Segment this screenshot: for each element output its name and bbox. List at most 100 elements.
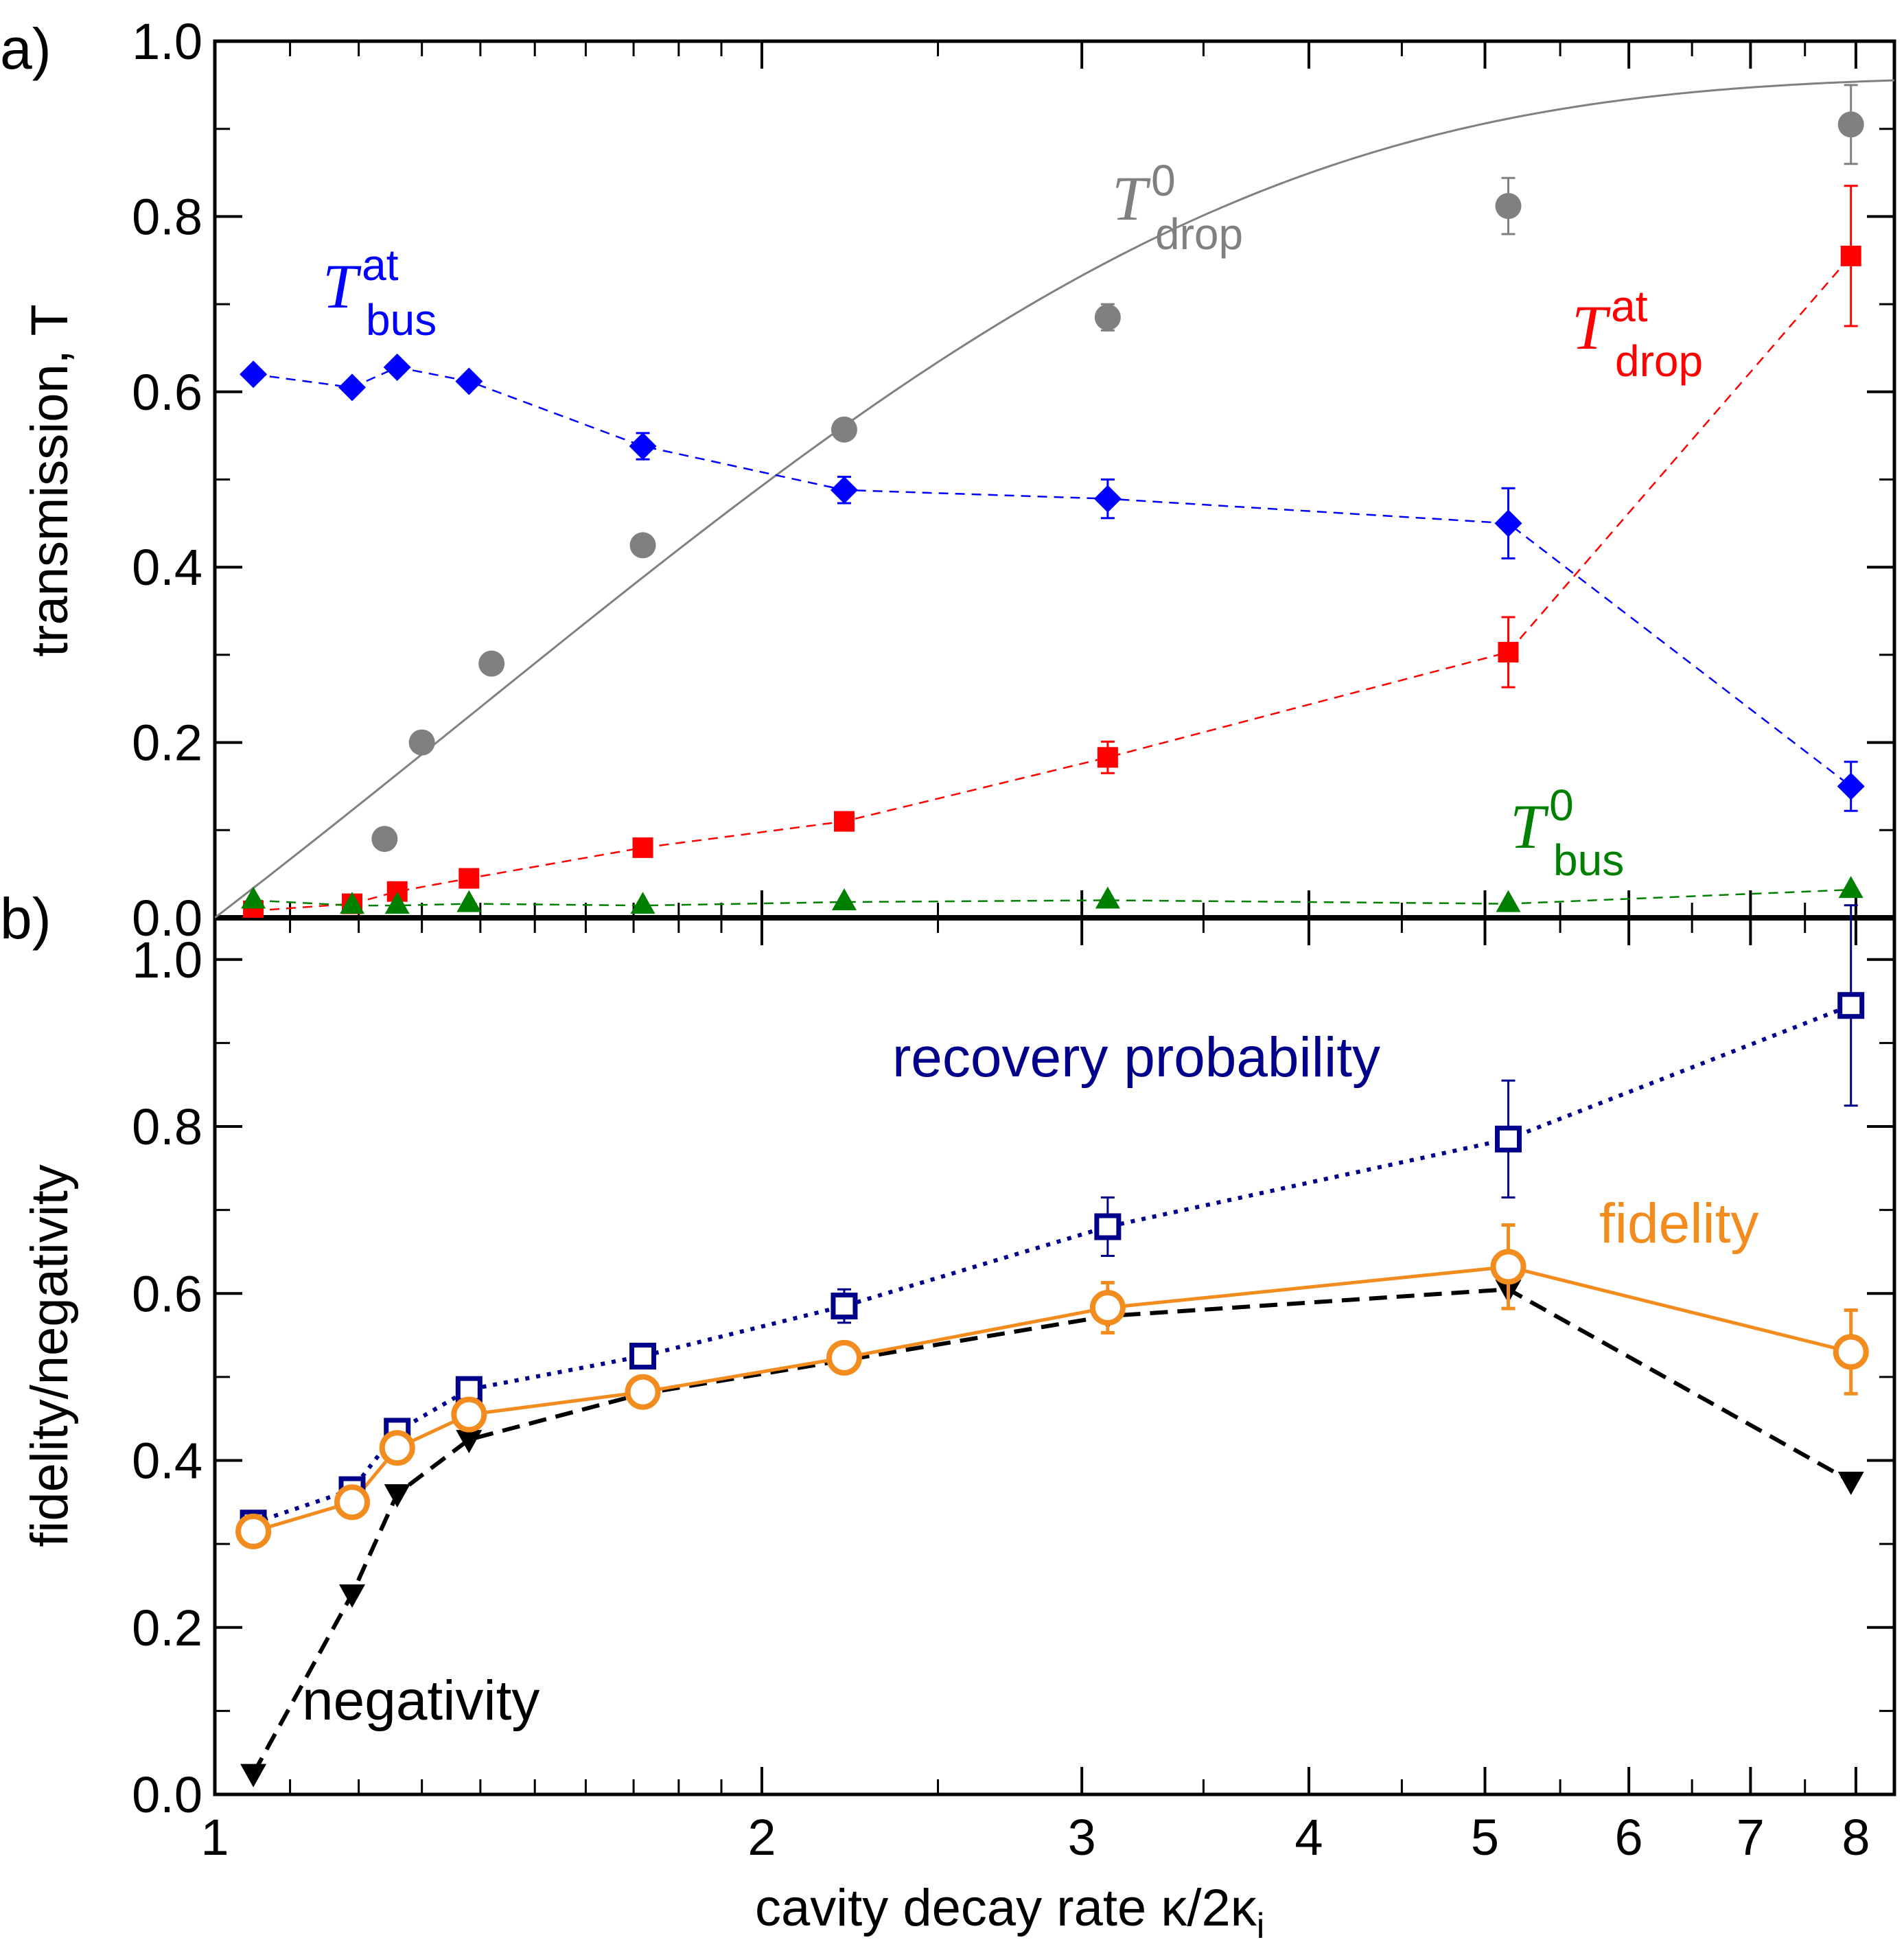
fidelity-point xyxy=(334,1484,371,1521)
x-axis-label: cavity decay rate κ/2κi xyxy=(755,1879,1264,1942)
t0bus-point xyxy=(456,890,482,912)
tatdrop-point xyxy=(1097,747,1118,768)
label-tatbus-main: T xyxy=(323,251,362,321)
panel-b-ytick-label: 0.6 xyxy=(132,1265,202,1322)
t0bus-point xyxy=(1095,886,1120,909)
x-tick-label: 4 xyxy=(1295,1809,1323,1866)
label-t0drop-main: T xyxy=(1112,163,1151,233)
fidelity-line xyxy=(253,1264,1852,1534)
t0drop-point xyxy=(1837,111,1864,138)
tatbus-point xyxy=(338,373,367,402)
label-negativity: negativity xyxy=(302,1669,539,1732)
tatbus-point xyxy=(1494,509,1522,537)
tatbus-point xyxy=(383,354,411,382)
recovery-point xyxy=(1094,1213,1122,1240)
t0drop-point xyxy=(831,416,857,443)
fidelity-point xyxy=(1089,1289,1126,1326)
panel-b-ytick-label: 0.4 xyxy=(132,1433,202,1490)
t0bus-line xyxy=(253,888,1851,907)
fidelity-point xyxy=(235,1513,272,1549)
panel-a-ytick-label: 0.2 xyxy=(132,715,202,772)
t0drop-fit-curve xyxy=(215,79,1894,918)
label-t0drop-sup: 0 xyxy=(1151,156,1176,205)
x-tick-label: 2 xyxy=(747,1809,776,1866)
x-tick-label: 3 xyxy=(1068,1809,1096,1866)
x-axis-label-sub: i xyxy=(1257,1906,1265,1942)
panel-a-data xyxy=(215,79,1894,918)
label-tatdrop-sup: at xyxy=(1611,281,1648,331)
tatdrop-point xyxy=(458,868,480,889)
fidelity-point xyxy=(1833,1334,1869,1370)
tatdrop-point xyxy=(1498,642,1519,663)
x-tick-label: 6 xyxy=(1615,1809,1643,1866)
negativity-point xyxy=(240,1764,267,1788)
fidelity-point xyxy=(451,1396,487,1433)
x-tick-label: 5 xyxy=(1471,1809,1499,1866)
t0drop-point xyxy=(1495,193,1522,220)
panel-b-ticks: 0.0 0.2 0.4 0.6 0.8 1.0 1 2 3 4 5 6 7 8 xyxy=(132,918,1894,1866)
t0drop-point xyxy=(371,826,398,853)
fidelity-point xyxy=(826,1339,862,1376)
panel-a-ytick-label: 0.0 xyxy=(132,890,202,947)
label-t0bus: T0 bus xyxy=(1510,781,1624,885)
negativity-point xyxy=(384,1484,410,1508)
tatbus-point xyxy=(1093,485,1122,513)
panel-a-ylabel: transmission, T xyxy=(21,304,79,657)
tatdrop-point xyxy=(1840,245,1861,266)
t0bus-point xyxy=(241,886,266,909)
t0bus-point xyxy=(1838,876,1864,899)
label-t0bus-main: T xyxy=(1510,791,1549,862)
panel-b-ylabel: fidelity/negativity xyxy=(21,1164,79,1547)
x-tick-label: 7 xyxy=(1737,1809,1765,1866)
tatdrop-point xyxy=(632,837,653,858)
t0bus-point xyxy=(384,892,410,914)
label-tatdrop-main: T xyxy=(1572,292,1611,362)
label-tatdrop-sub: drop xyxy=(1615,336,1703,386)
panel-a-ticks: 0.0 0.2 0.4 0.6 0.8 1.0 xyxy=(132,13,1894,947)
fidelity-point xyxy=(625,1374,661,1410)
label-tatbus-sup: at xyxy=(362,240,399,290)
label-t0drop: T0 drop xyxy=(1112,156,1243,259)
t0drop-point xyxy=(1094,304,1121,331)
tatbus-line xyxy=(253,366,1852,787)
panel-b-data xyxy=(235,904,1869,1788)
t0bus-point xyxy=(1496,890,1521,912)
label-fidelity: fidelity xyxy=(1599,1192,1758,1255)
t0drop-point xyxy=(408,729,435,756)
tatbus-point xyxy=(455,367,483,395)
t0bus-point xyxy=(340,892,365,914)
label-t0bus-sub: bus xyxy=(1553,835,1624,885)
label-t0bus-sup: 0 xyxy=(1549,781,1574,830)
recovery-point xyxy=(1494,1125,1522,1153)
tatdrop-line xyxy=(253,255,1852,912)
recovery-point xyxy=(1837,992,1865,1019)
negativity-point xyxy=(1837,1471,1864,1495)
t0drop-point xyxy=(478,650,505,677)
fidelity-point xyxy=(379,1430,415,1466)
panel-b-ytick-label: 0.0 xyxy=(132,1766,202,1823)
label-t0drop-sub: drop xyxy=(1155,209,1243,259)
panel-b-ytick-label: 1.0 xyxy=(132,932,202,989)
t0bus-point xyxy=(630,892,655,914)
tatbus-point xyxy=(240,360,268,389)
fidelity-point xyxy=(1490,1249,1526,1285)
negativity-point xyxy=(339,1584,366,1608)
x-tick-label: 8 xyxy=(1842,1809,1870,1866)
panel-a-ytick-label: 1.0 xyxy=(132,13,202,70)
panel-a-label: a) xyxy=(0,16,51,81)
tatdrop-point xyxy=(833,811,855,832)
negativity-point xyxy=(456,1430,483,1454)
panel-a-ytick-label: 0.6 xyxy=(132,364,202,421)
label-tatdrop: Tat drop xyxy=(1572,281,1703,386)
panel-a-ytick-label: 0.4 xyxy=(132,539,202,596)
panel-b-ytick-label: 0.8 xyxy=(132,1098,202,1155)
recovery-point xyxy=(629,1343,657,1369)
label-recovery: recovery probability xyxy=(892,1026,1380,1089)
t0bus-point xyxy=(831,888,857,911)
tatbus-point xyxy=(1837,772,1865,800)
recovery-point xyxy=(831,1293,858,1320)
t0drop-point xyxy=(629,532,656,559)
panel-b-ytick-label: 0.2 xyxy=(132,1599,202,1656)
tatbus-point xyxy=(629,432,657,460)
